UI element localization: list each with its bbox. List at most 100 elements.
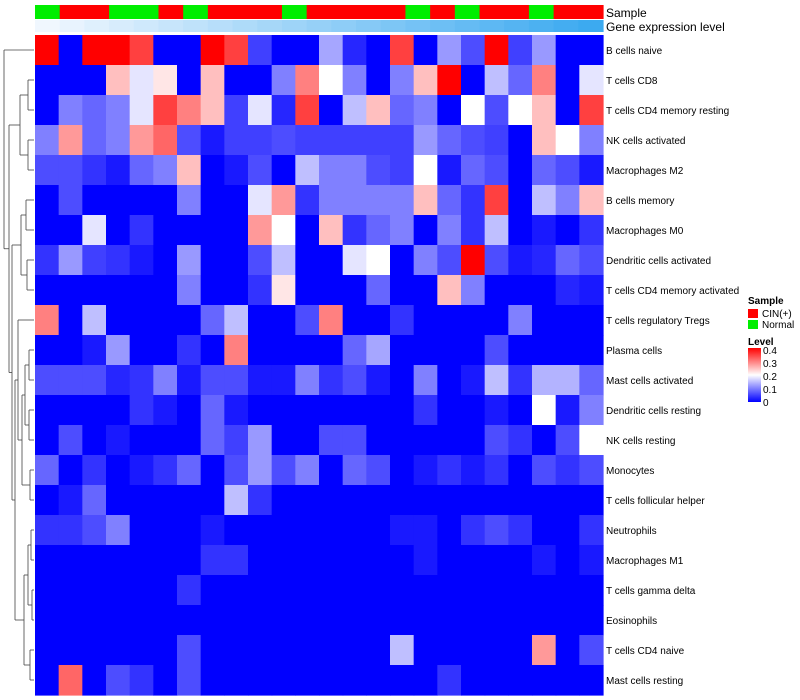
heatmap-cell: [248, 635, 273, 666]
heatmap-cell: [271, 305, 296, 336]
heatmap-cell: [82, 185, 107, 216]
heatmap-cell: [461, 395, 486, 426]
heatmap-cell: [35, 575, 60, 606]
heatmap-cell: [461, 665, 486, 696]
heatmap-cell: [271, 35, 296, 66]
heatmap-cell: [461, 365, 486, 396]
heatmap-cell: [58, 245, 83, 276]
heatmap-cell: [366, 545, 391, 576]
sample-annotation-cell: [553, 5, 579, 19]
heatmap-cell: [248, 215, 273, 246]
heatmap-cell: [342, 515, 367, 546]
heatmap-cell: [390, 605, 415, 636]
legend-label-cin: CIN(+): [762, 309, 792, 320]
sample-annotation-cell: [356, 5, 382, 19]
heatmap-cell: [532, 35, 557, 66]
heatmap-cell: [271, 455, 296, 486]
heatmap-cell: [342, 605, 367, 636]
heatmap-cell: [555, 65, 580, 96]
heatmap-cell: [366, 125, 391, 156]
heatmap-cell: [58, 455, 83, 486]
heatmap-cell: [82, 125, 107, 156]
heatmap-cell: [200, 65, 225, 96]
heatmap-cell: [508, 395, 533, 426]
heatmap-cell: [413, 335, 438, 366]
heatmap-cell: [248, 245, 273, 276]
heatmap-cell: [413, 665, 438, 696]
heatmap-cell: [508, 515, 533, 546]
heatmap-cell: [319, 35, 344, 66]
heatmap-cell: [555, 155, 580, 186]
heatmap-cell: [106, 335, 131, 366]
heatmap-cell: [153, 35, 178, 66]
heatmap-cell: [461, 245, 486, 276]
heatmap-cell: [58, 215, 83, 246]
heatmap-cell: [484, 185, 509, 216]
heatmap-cell: [366, 245, 391, 276]
heatmap-cell: [271, 155, 296, 186]
heatmap-cell: [129, 605, 154, 636]
heatmap-cell: [248, 455, 273, 486]
heatmap-cell: [413, 635, 438, 666]
heatmap-cell: [532, 665, 557, 696]
heatmap-cell: [366, 665, 391, 696]
sample-annotation-cell: [84, 5, 110, 19]
heatmap-cell: [200, 395, 225, 426]
heatmap-cell: [484, 275, 509, 306]
heatmap-cell: [579, 35, 604, 66]
heatmap-cell: [390, 335, 415, 366]
heatmap-cell: [271, 665, 296, 696]
heatmap-cell: [129, 335, 154, 366]
heatmap-cell: [342, 185, 367, 216]
row-label: Macrophages M0: [606, 226, 684, 237]
sample-track-label: Sample: [606, 6, 647, 20]
heatmap-cell: [390, 185, 415, 216]
heatmap-cell: [82, 275, 107, 306]
heatmap-cell: [579, 455, 604, 486]
heatmap-cell: [342, 335, 367, 366]
heatmap-cell: [129, 575, 154, 606]
heatmap-cell: [177, 275, 202, 306]
heatmap-cell: [532, 365, 557, 396]
sample-annotation-cell: [59, 5, 85, 19]
gene-expression-cell: [109, 20, 135, 32]
heatmap-cell: [484, 485, 509, 516]
sample-annotation-cell: [430, 5, 456, 19]
heatmap-cell: [295, 125, 320, 156]
heatmap-cell: [461, 605, 486, 636]
gene-expression-cell: [504, 20, 530, 32]
heatmap-cell: [342, 155, 367, 186]
heatmap-cell: [129, 515, 154, 546]
heatmap-cell: [437, 185, 462, 216]
heatmap-cell: [177, 305, 202, 336]
heatmap-cell: [319, 365, 344, 396]
sample-annotation-cell: [281, 5, 308, 19]
heatmap-cell: [342, 65, 367, 96]
heatmap-cell: [271, 245, 296, 276]
heatmap-cell: [200, 95, 225, 126]
row-label: T cells CD4 memory activated: [606, 286, 739, 297]
heatmap-cell: [106, 545, 131, 576]
heatmap-cell: [555, 125, 580, 156]
heatmap-cell: [153, 95, 178, 126]
heatmap-cell: [58, 65, 83, 96]
heatmap-cell: [177, 335, 202, 366]
row-label: Dendritic cells resting: [606, 406, 701, 417]
heatmap-cell: [58, 515, 83, 546]
heatmap-cell: [319, 515, 344, 546]
row-label: NK cells activated: [606, 136, 685, 147]
heatmap-cell: [248, 485, 273, 516]
heatmap-cell: [342, 215, 367, 246]
heatmap-cell: [484, 35, 509, 66]
heatmap-cell: [224, 185, 249, 216]
legend-level-title: Level: [748, 337, 774, 348]
heatmap-cell: [555, 515, 580, 546]
sample-annotation-cell: [405, 5, 431, 19]
heatmap-cell: [248, 275, 273, 306]
gene-expression-cell: [59, 20, 85, 32]
heatmap-cell: [413, 575, 438, 606]
heatmap-cell: [437, 215, 462, 246]
row-label: T cells CD8: [606, 76, 658, 87]
heatmap-cell: [153, 185, 178, 216]
heatmap-cell: [58, 635, 83, 666]
